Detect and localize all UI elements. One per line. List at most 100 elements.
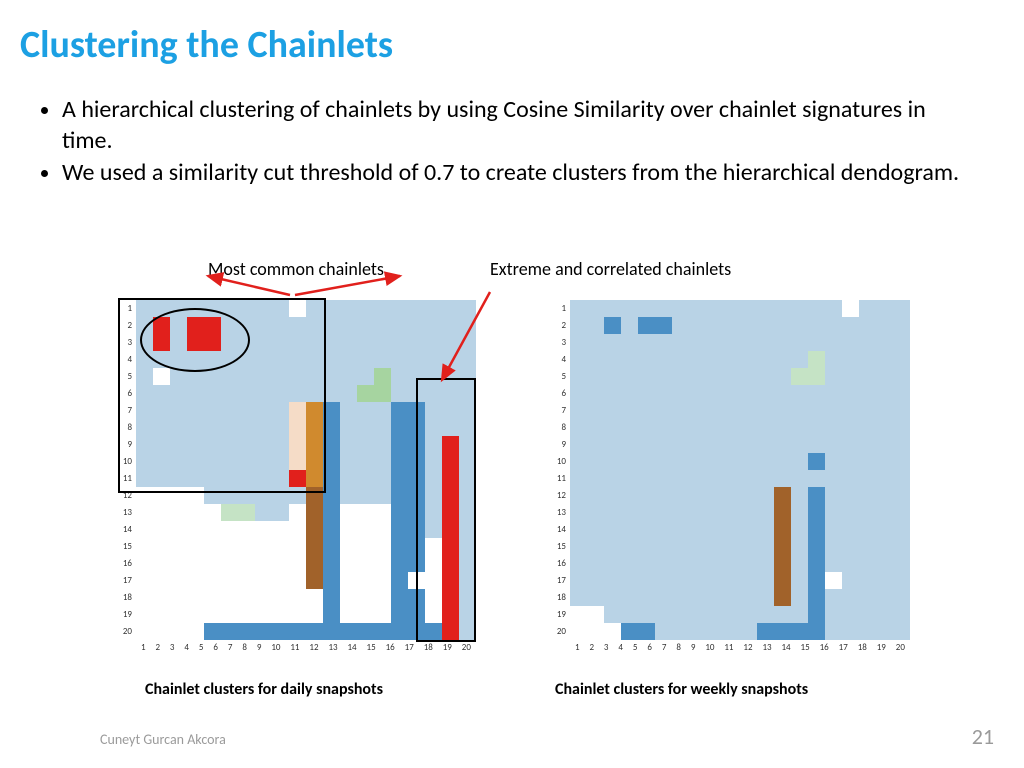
- heatmap-cell: [153, 572, 170, 589]
- heatmap-cell: [587, 555, 604, 572]
- heatmap-cell: [859, 453, 876, 470]
- axis-tick: 11: [548, 473, 566, 484]
- heatmap-cell: [655, 606, 672, 623]
- heatmap-cell: [672, 300, 689, 317]
- heatmap-cell: [672, 623, 689, 640]
- heatmap-cell: [774, 606, 791, 623]
- axis-tick: 6: [213, 642, 218, 654]
- heatmap-cell: [808, 317, 825, 334]
- heatmap-cell: [187, 589, 204, 606]
- axis-tick: 19: [443, 642, 452, 654]
- heatmap-cell: [391, 521, 408, 538]
- axis-tick: 19: [114, 609, 132, 620]
- heatmap-cell: [374, 538, 391, 555]
- heatmap-cell: [791, 470, 808, 487]
- heatmap-cell: [791, 521, 808, 538]
- heatmap-cell: [374, 317, 391, 334]
- heatmap-cell: [689, 419, 706, 436]
- heatmap-cell: [306, 606, 323, 623]
- heatmap-cell: [859, 470, 876, 487]
- heatmap-cell: [876, 385, 893, 402]
- heatmap-cell: [604, 334, 621, 351]
- heatmap-cell: [876, 453, 893, 470]
- heatmap-cell: [859, 351, 876, 368]
- heatmap-cell: [391, 368, 408, 385]
- heatmap-cell: [825, 623, 842, 640]
- axis-tick: 5: [548, 371, 566, 382]
- axis-tick: 10: [705, 642, 714, 654]
- axis-tick: 19: [877, 642, 886, 654]
- heatmap-cell: [893, 487, 910, 504]
- heatmap-cell: [340, 623, 357, 640]
- heatmap-cell: [638, 521, 655, 538]
- heatmap-cell: [357, 504, 374, 521]
- heatmap-cell: [170, 606, 187, 623]
- heatmap-cell: [808, 385, 825, 402]
- x-axis-labels: 1234567891011121314151617181920: [136, 642, 476, 654]
- heatmap-cell: [357, 623, 374, 640]
- heatmap-cell: [374, 504, 391, 521]
- heatmap-cell: [774, 368, 791, 385]
- bullet-item: We used a similarity cut threshold of 0.…: [62, 158, 964, 189]
- heatmap-cell: [272, 589, 289, 606]
- heatmap-cell: [740, 470, 757, 487]
- bullet-item: A hierarchical clustering of chainlets b…: [62, 95, 964, 156]
- heatmap-cell: [876, 368, 893, 385]
- heatmap-cell: [859, 606, 876, 623]
- heatmap-cell: [306, 555, 323, 572]
- heatmap-cell: [859, 334, 876, 351]
- heatmap-cell: [723, 555, 740, 572]
- axis-tick: 14: [548, 524, 566, 535]
- heatmap-cell: [791, 623, 808, 640]
- heatmap-cell: [238, 504, 255, 521]
- heatmap-cell: [357, 589, 374, 606]
- axis-tick: 18: [548, 592, 566, 603]
- heatmap-cell: [340, 453, 357, 470]
- axis-tick: 9: [548, 439, 566, 450]
- heatmap-cell: [740, 419, 757, 436]
- heatmap-cell: [859, 487, 876, 504]
- heatmap-cell: [374, 487, 391, 504]
- heatmap-cell: [374, 555, 391, 572]
- heatmap-cell: [723, 436, 740, 453]
- heatmap-cell: [570, 555, 587, 572]
- heatmap-cell: [689, 487, 706, 504]
- heatmap-cell: [774, 504, 791, 521]
- heatmap-cell: [221, 589, 238, 606]
- heatmap-cell: [425, 317, 442, 334]
- heatmap-cell: [825, 504, 842, 521]
- heatmap-cell: [272, 521, 289, 538]
- heatmap-cell: [340, 334, 357, 351]
- heatmap-cell: [757, 589, 774, 606]
- heatmap-cell: [323, 504, 340, 521]
- heatmap-cell: [723, 351, 740, 368]
- heatmap-cell: [706, 334, 723, 351]
- heatmap-cell: [374, 606, 391, 623]
- heatmap-cell: [689, 385, 706, 402]
- heatmap-grid: [570, 300, 910, 640]
- heatmap-cell: [723, 385, 740, 402]
- heatmap-cell: [587, 419, 604, 436]
- heatmap-cell: [825, 385, 842, 402]
- heatmap-cell: [289, 504, 306, 521]
- heatmap-cell: [153, 538, 170, 555]
- heatmap-cell: [638, 504, 655, 521]
- heatmap-cell: [689, 317, 706, 334]
- heatmap-cell: [391, 555, 408, 572]
- heatmap-cell: [340, 606, 357, 623]
- heatmap-cell: [357, 300, 374, 317]
- heatmap-cell: [357, 419, 374, 436]
- annotation-right: Extreme and correlated chainlets: [490, 258, 731, 280]
- heatmap-cell: [604, 521, 621, 538]
- heatmap-cell: [808, 300, 825, 317]
- annotation-left: Most common chainlets: [208, 258, 384, 280]
- axis-tick: 8: [242, 642, 247, 654]
- heatmap-cell: [740, 317, 757, 334]
- heatmap-cell: [842, 436, 859, 453]
- heatmap-cell: [655, 334, 672, 351]
- heatmap-cell: [136, 572, 153, 589]
- heatmap-cell: [859, 300, 876, 317]
- heatmap-cell: [672, 589, 689, 606]
- heatmap-cell: [740, 300, 757, 317]
- heatmap-cell: [459, 317, 476, 334]
